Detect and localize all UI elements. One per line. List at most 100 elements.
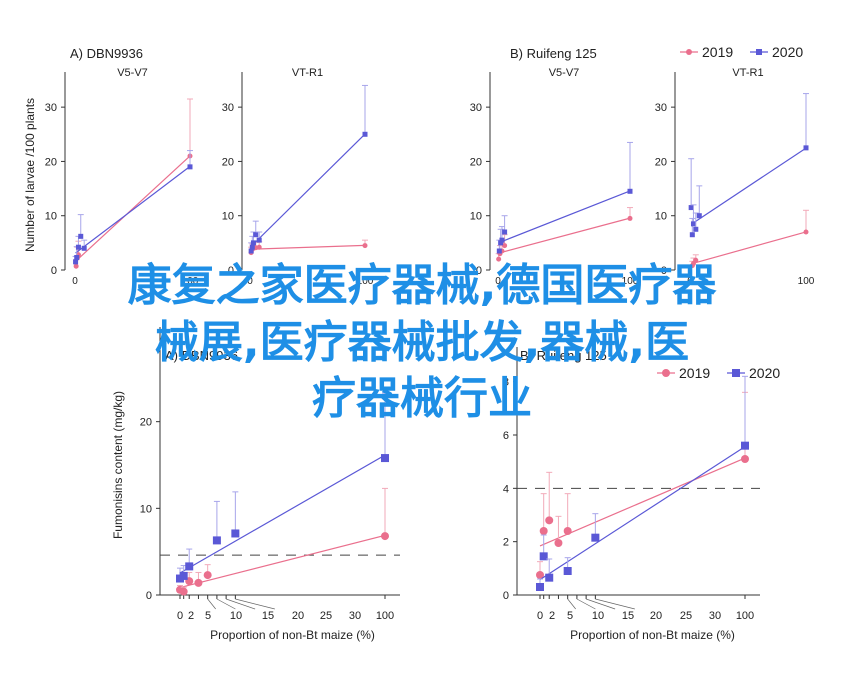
y-tick-label: 4 xyxy=(503,483,509,495)
series-2020-point xyxy=(381,454,389,463)
x-tick-label: 0 xyxy=(495,276,501,287)
overlay-watermark-line-1: 康复之家医疗器械,德国医疗器 xyxy=(127,260,717,311)
series-2020-point xyxy=(741,441,749,450)
legend-label-2019: 2019 xyxy=(702,44,733,60)
y-tick-label: 0 xyxy=(661,265,667,277)
series-2020-point xyxy=(563,567,572,575)
x-tick-label: 100 xyxy=(622,276,639,287)
series-2019-point xyxy=(563,527,572,535)
x-tick-label: 5 xyxy=(205,610,211,622)
series-2020-point xyxy=(256,237,262,243)
y-tick-label: 6 xyxy=(503,430,509,442)
y-tick-label: 0 xyxy=(51,265,57,277)
series-2019-point xyxy=(693,257,699,263)
panel-subtitle: V5-V7 xyxy=(117,67,148,79)
y-tick-label: 0 xyxy=(228,265,234,277)
x-tick-label: 30 xyxy=(709,610,721,622)
x-tick-leader xyxy=(207,598,216,610)
x-tick-label: 2 xyxy=(549,610,555,622)
panel-title: A) DBN9936 xyxy=(70,46,143,61)
x-tick-label: 0 xyxy=(247,276,253,287)
series-2019-point xyxy=(496,256,502,262)
y-tick-label: 0 xyxy=(503,590,509,602)
x-tick-label: 100 xyxy=(357,276,374,287)
y-tick-label: 10 xyxy=(140,503,152,515)
series-2020-point xyxy=(73,259,79,265)
y-tick-label: 20 xyxy=(470,156,482,168)
series-2020-point xyxy=(212,536,221,545)
series-2020-point xyxy=(499,237,505,243)
series-2019-trend-line xyxy=(179,534,386,589)
legend-label-2020: 2020 xyxy=(749,365,780,381)
x-tick-label: 0 xyxy=(537,610,543,622)
series-2020-trend-line xyxy=(539,446,746,581)
series-2019-point xyxy=(203,571,212,580)
series-2020-point xyxy=(688,205,694,211)
y-tick-label: 10 xyxy=(470,211,482,223)
series-2019-trend-line xyxy=(692,231,807,265)
x-tick-label: 10 xyxy=(230,610,242,622)
series-2020-point xyxy=(81,245,87,251)
series-2020-trend-line xyxy=(250,133,366,247)
series-2019-point xyxy=(73,263,79,269)
series-2020-point xyxy=(231,529,240,538)
x-tick-label: 25 xyxy=(320,610,332,622)
x-axis-label: Proportion of non-Bt maize (%) xyxy=(210,628,375,642)
series-2019-trend-line xyxy=(539,457,746,547)
x-tick-label: 5 xyxy=(567,610,573,622)
x-tick-label: 0 xyxy=(177,610,183,622)
y-tick-label: 30 xyxy=(45,102,57,114)
series-2020-point xyxy=(248,248,254,254)
x-tick-label: 0 xyxy=(687,276,693,287)
series-2020-point xyxy=(253,232,259,238)
series-2019-point xyxy=(381,532,389,541)
panel-title: B) Ruifeng 125 xyxy=(510,46,597,61)
x-tick-leader xyxy=(235,598,275,610)
series-2019-point xyxy=(554,539,563,547)
y-tick-label: 0 xyxy=(476,265,482,277)
series-2020-point xyxy=(250,240,256,246)
y-tick-label: 10 xyxy=(655,211,667,223)
panel-title: B) Ruifeng 125 xyxy=(520,348,607,363)
series-2020-point xyxy=(689,232,695,238)
y-tick-label: 0 xyxy=(146,590,152,602)
x-tick-label: 2 xyxy=(188,610,194,622)
series-2019-point xyxy=(803,229,809,235)
series-2019-point xyxy=(741,455,749,463)
x-tick-leader xyxy=(226,598,256,610)
legend-marker-square xyxy=(756,49,762,55)
x-tick-label: 20 xyxy=(292,610,304,622)
x-tick-label: 20 xyxy=(650,610,662,622)
legend-marker-circle xyxy=(662,369,670,377)
panel-subtitle: VT-R1 xyxy=(292,67,323,79)
x-tick-label: 100 xyxy=(376,610,394,622)
series-2020-point xyxy=(690,221,696,227)
series-2020-point xyxy=(627,188,633,194)
series-2020-point xyxy=(249,244,255,250)
legend-label-2020: 2020 xyxy=(772,44,803,60)
x-tick-leader xyxy=(216,598,236,610)
x-tick-label: 100 xyxy=(798,276,815,287)
x-tick-label: 15 xyxy=(262,610,274,622)
legend-label-2019: 2019 xyxy=(679,365,710,381)
series-2019-point xyxy=(536,571,544,579)
series-2020-trend-line xyxy=(499,190,631,244)
series-2019-point xyxy=(179,587,188,596)
series-2019-trend-line xyxy=(498,217,631,254)
y-tick-label: 10 xyxy=(45,211,57,223)
y-tick-label: 20 xyxy=(222,156,234,168)
overlay-watermark-line-3: 疗器械行业 xyxy=(312,373,532,424)
x-tick-label: 100 xyxy=(182,276,199,287)
series-2020-point xyxy=(693,226,699,232)
series-2020-point xyxy=(78,233,84,239)
y-axis-label: Number of larvae /100 plants xyxy=(23,98,37,252)
series-2019-point xyxy=(194,578,203,587)
x-tick-label: 30 xyxy=(349,610,361,622)
series-2020-point xyxy=(362,131,368,137)
legend-marker-square xyxy=(732,369,740,377)
series-2020-point xyxy=(496,248,502,254)
x-tick-label: 0 xyxy=(72,276,78,287)
series-2020-point xyxy=(545,573,554,582)
series-2020-trend-line xyxy=(75,165,191,254)
